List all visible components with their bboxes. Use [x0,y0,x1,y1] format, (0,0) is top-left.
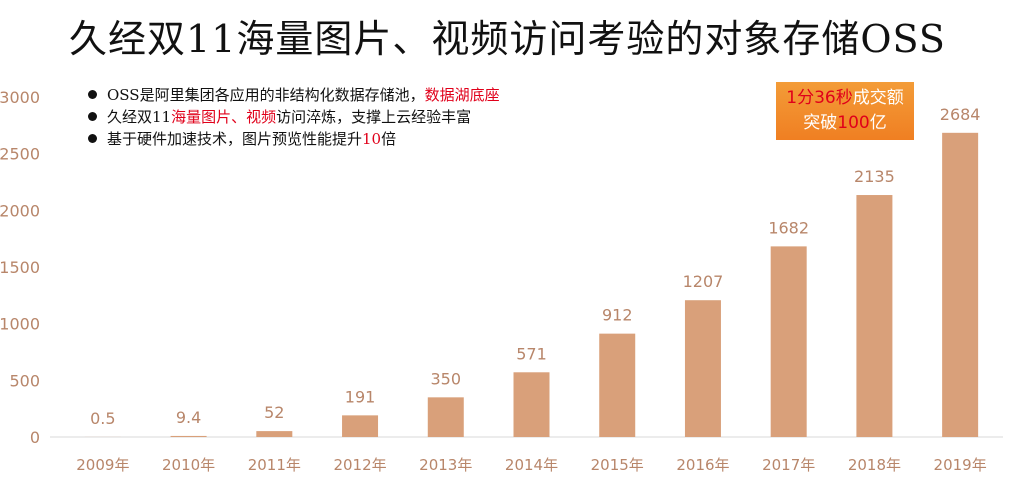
bullet-highlight-text: 海量图片、视频 [171,108,277,126]
bar-value-label: 350 [430,369,461,388]
bar-value-label: 191 [345,387,376,406]
y-tick-label: 2000 [0,201,40,220]
bar-value-label: 912 [602,306,633,325]
bullet-text: 访问淬炼，支撑上云经验丰富 [276,108,472,126]
bullet-text: 久经双11 [107,108,172,126]
y-tick-label: 0 [30,428,40,447]
y-tick-label: 3000 [0,88,40,107]
bar [342,415,379,437]
callout-line-2: 突破100亿 [776,111,914,136]
x-tick-label: 2016年 [676,456,729,474]
bullet-item: 久经双11海量图片、视频访问淬炼，支撑上云经验丰富 [88,106,500,128]
bullet-dot-icon [88,134,97,143]
bullet-highlight-text: 10 [362,130,382,148]
bullet-dot-icon [88,90,97,99]
x-tick-label: 2013年 [419,456,472,474]
bullet-text: OSS是阿里集团各应用的非结构化数据存储池， [107,86,425,104]
bar-value-label: 0.5 [90,409,115,428]
bar [856,195,893,437]
bullet-list: OSS是阿里集团各应用的非结构化数据存储池，数据湖底座 久经双11海量图片、视频… [88,84,500,150]
bar-value-label: 52 [264,403,284,422]
bullet-item: OSS是阿里集团各应用的非结构化数据存储池，数据湖底座 [88,84,500,106]
bar [256,431,293,437]
bar [770,246,807,437]
bar [513,372,550,437]
sales-callout-box: 1分36秒成交额 突破100亿 [776,82,914,140]
x-tick-label: 2017年 [762,456,815,474]
x-tick-label: 2009年 [76,456,129,474]
bullet-highlight-text: 数据湖底座 [424,86,500,104]
bullet-dot-icon [88,112,97,121]
bar [684,300,721,437]
bullet-text: 基于硬件加速技术，图片预览性能提升 [107,130,363,148]
x-tick-label: 2010年 [162,456,215,474]
bar-value-label: 2135 [854,167,895,186]
bar [170,435,207,437]
callout-text: 突破 [803,113,838,133]
bar [427,397,464,437]
callout-text: 亿 [869,113,887,133]
y-tick-label: 1000 [0,315,40,334]
bullet-item: 基于硬件加速技术，图片预览性能提升10倍 [88,128,500,150]
y-tick-label: 2500 [0,145,40,164]
bar [942,132,979,437]
bar-value-label: 1682 [768,218,809,237]
bar-value-label: 2684 [940,105,981,124]
x-tick-label: 2011年 [248,456,301,474]
y-tick-label: 500 [9,371,40,390]
callout-text: 成交额 [852,88,904,108]
callout-time: 1分36秒 [786,88,853,108]
x-tick-label: 2012年 [333,456,386,474]
x-tick-label: 2019年 [934,456,987,474]
callout-line-1: 1分36秒成交额 [776,86,914,111]
x-tick-label: 2018年 [848,456,901,474]
bar [599,333,636,437]
bar-value-label: 571 [516,344,547,363]
y-tick-label: 1500 [0,258,40,277]
bar-value-label: 1207 [683,272,724,291]
bullet-text: 倍 [381,130,397,148]
page-title: 久经双11海量图片、视频访问考验的对象存储OSS [69,17,946,61]
bar-value-label: 9.4 [176,408,201,427]
x-tick-label: 2015年 [591,456,644,474]
callout-amount: 100 [837,113,870,133]
x-tick-label: 2014年 [505,456,558,474]
